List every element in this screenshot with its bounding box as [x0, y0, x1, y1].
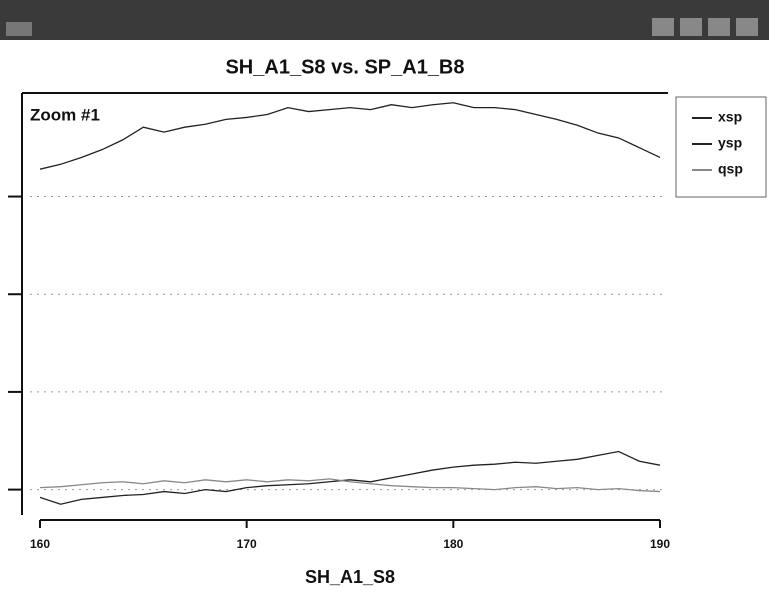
window-button[interactable]: [736, 18, 758, 36]
legend-label: xsp: [718, 109, 742, 125]
x-tick-label: 160: [30, 537, 50, 551]
x-tick-label: 190: [650, 537, 670, 551]
chart-title: SH_A1_S8 vs. SP_A1_B8: [225, 56, 464, 78]
x-axis-label: SH_A1_S8: [305, 567, 395, 587]
x-tick-label: 180: [443, 537, 463, 551]
series-line: [39, 450, 661, 505]
annotation: Zoom #1: [30, 105, 100, 124]
title-bar: [0, 0, 769, 40]
window-menu-button[interactable]: [6, 22, 32, 36]
legend-label: ysp: [718, 135, 742, 151]
legend-label: qsp: [718, 161, 743, 177]
x-tick-label: 170: [237, 537, 257, 551]
window-button[interactable]: [680, 18, 702, 36]
series-line: [39, 102, 661, 170]
window-button[interactable]: [708, 18, 730, 36]
legend-box: [675, 96, 767, 198]
series-line: [39, 478, 661, 493]
window-button[interactable]: [652, 18, 674, 36]
